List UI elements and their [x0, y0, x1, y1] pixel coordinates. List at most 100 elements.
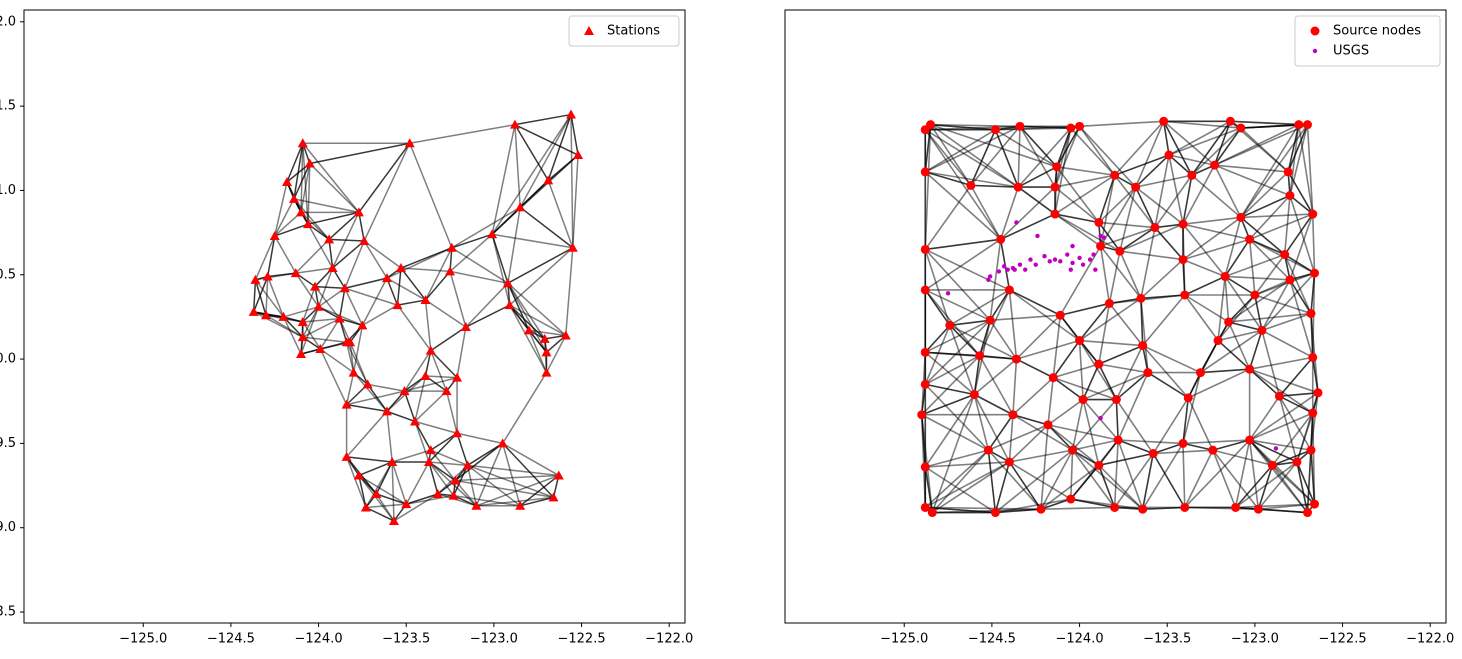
edge — [544, 334, 566, 340]
node-marker — [1183, 393, 1193, 403]
node-marker — [1306, 309, 1316, 319]
edge — [1054, 174, 1116, 215]
edge — [1082, 371, 1149, 401]
station-marker — [341, 451, 352, 461]
edge — [930, 123, 1058, 168]
edge — [501, 443, 521, 506]
edge — [428, 461, 455, 497]
edge — [386, 247, 453, 279]
station-marker — [420, 370, 431, 380]
node-marker — [1078, 395, 1088, 405]
edge — [424, 350, 432, 377]
edge — [973, 393, 1014, 416]
edge — [1200, 368, 1250, 374]
edge — [1163, 120, 1193, 176]
usgs-marker — [1001, 264, 1007, 269]
edge — [267, 276, 285, 318]
edge — [409, 142, 453, 249]
edge — [1054, 127, 1072, 215]
edge — [1115, 399, 1154, 454]
node-marker — [985, 315, 995, 325]
station-marker — [297, 332, 308, 342]
edge — [400, 267, 451, 273]
node-marker — [1187, 170, 1197, 180]
edge — [1240, 194, 1291, 219]
edge — [924, 238, 1002, 291]
edge — [1187, 368, 1250, 399]
edge — [1217, 339, 1251, 370]
edge — [1056, 125, 1081, 168]
edge — [344, 277, 388, 289]
edge — [929, 124, 972, 186]
node-marker — [1048, 373, 1058, 383]
edge — [1213, 121, 1232, 166]
node-marker — [1274, 391, 1284, 401]
edge — [921, 414, 989, 451]
usgs-marker — [1093, 267, 1098, 272]
edge — [1141, 453, 1154, 510]
edge — [1261, 272, 1316, 331]
edge — [445, 390, 458, 434]
edge — [1152, 442, 1184, 455]
edge — [1054, 126, 1081, 188]
edge — [1098, 222, 1121, 252]
station-marker — [290, 268, 301, 278]
station-marker — [515, 500, 526, 510]
edge — [430, 432, 458, 451]
node-marker — [1196, 368, 1206, 378]
edge — [365, 503, 407, 509]
edge — [1289, 213, 1314, 281]
station-marker — [281, 177, 292, 187]
edge — [1187, 372, 1202, 399]
edge — [1248, 439, 1260, 510]
edge — [1098, 186, 1137, 224]
edge — [1119, 250, 1142, 299]
usgs-marker — [1077, 255, 1082, 261]
node-marker — [1104, 298, 1114, 308]
edge — [328, 239, 334, 269]
edge — [925, 506, 1041, 510]
edge — [924, 449, 989, 509]
edge — [345, 372, 355, 405]
edge — [358, 142, 411, 213]
edge — [970, 184, 1002, 240]
edge — [1230, 120, 1299, 126]
edge — [1296, 461, 1316, 505]
edge — [1115, 345, 1144, 400]
edge — [1249, 356, 1313, 370]
station-marker — [304, 158, 315, 168]
edge — [345, 456, 367, 508]
station-marker — [404, 138, 415, 148]
edge — [414, 375, 427, 422]
station-marker — [371, 488, 382, 498]
node-marker — [969, 389, 979, 399]
edge — [363, 240, 402, 269]
edge — [924, 129, 1002, 240]
edge — [1261, 279, 1291, 331]
edge — [924, 466, 996, 514]
edge — [437, 493, 477, 507]
node-marker — [1052, 162, 1062, 172]
edge — [1008, 461, 1042, 510]
x-tick-label: −122.5 — [1318, 632, 1366, 647]
edge — [414, 421, 430, 463]
edge — [1040, 498, 1072, 510]
usgs-marker — [1080, 262, 1086, 267]
edge — [1119, 226, 1156, 252]
edge — [1079, 297, 1142, 342]
edge — [1140, 258, 1184, 299]
node-marker — [966, 180, 976, 190]
edge — [386, 410, 416, 423]
edge — [1008, 424, 1049, 463]
edge — [1047, 377, 1055, 425]
edge — [449, 271, 467, 328]
edge — [1135, 174, 1192, 188]
station-marker — [548, 492, 559, 502]
axes-frame — [784, 9, 1447, 624]
edge — [1182, 443, 1186, 508]
node-marker — [1302, 120, 1312, 130]
edge — [430, 350, 458, 379]
edge — [970, 129, 997, 186]
station-marker — [339, 283, 350, 293]
legend: Stations — [568, 15, 680, 47]
